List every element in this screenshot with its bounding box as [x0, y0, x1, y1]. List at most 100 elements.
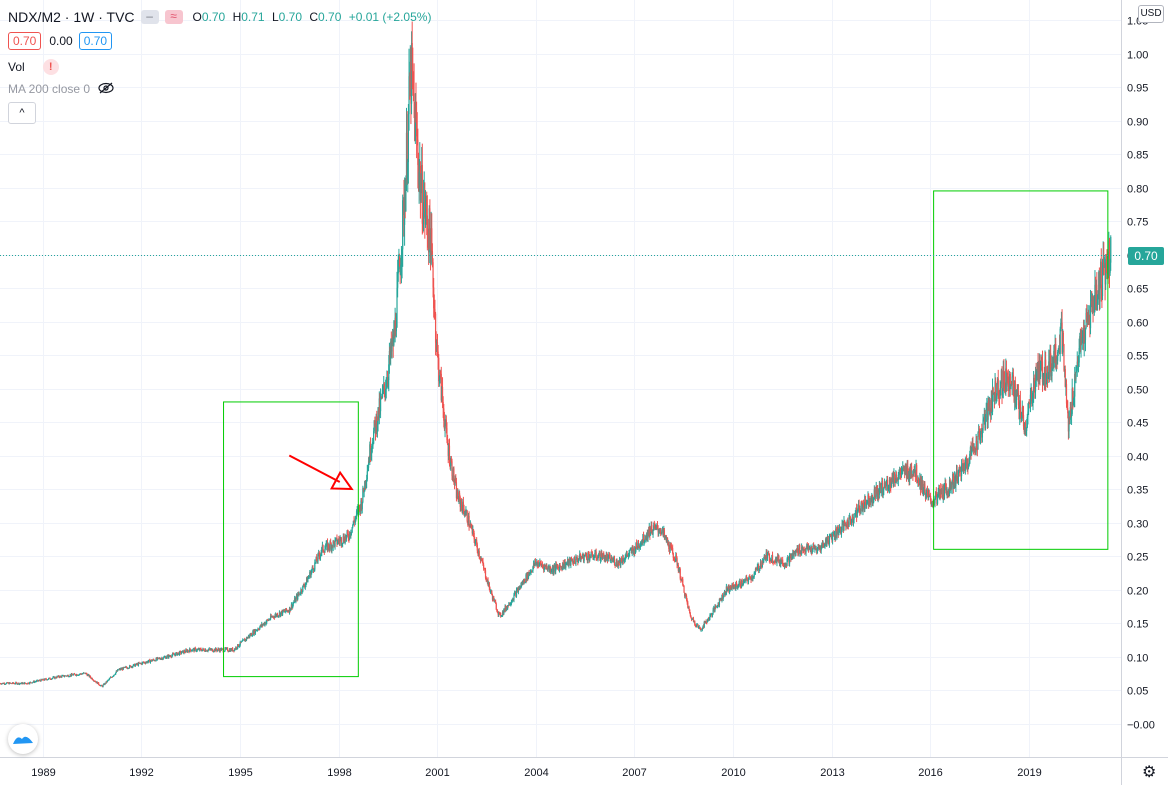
- candle-body: [842, 521, 844, 525]
- candle-body: [565, 563, 567, 568]
- candle-body: [943, 484, 946, 499]
- candle-body: [670, 544, 672, 548]
- candle-body: [625, 555, 627, 557]
- candle-body: [309, 572, 311, 577]
- compare-icon[interactable]: ≈: [164, 10, 183, 24]
- candle-body: [416, 115, 418, 137]
- candle-body: [436, 342, 438, 345]
- candle-body: [241, 641, 243, 642]
- candle-body: [496, 611, 499, 612]
- candle-body: [11, 683, 13, 685]
- candle-body: [730, 588, 733, 590]
- candle-body: [117, 669, 119, 671]
- candle-body: [882, 489, 884, 496]
- candle-body: [163, 656, 165, 659]
- candle-body: [79, 674, 81, 675]
- candle-body: [258, 629, 260, 631]
- candle-body: [683, 585, 685, 593]
- candle-body: [489, 591, 492, 593]
- candle-body: [1019, 400, 1021, 412]
- hidden-eye-icon[interactable]: [98, 82, 114, 97]
- candle-body: [163, 656, 165, 658]
- candle-body: [538, 563, 540, 567]
- candle-body: [993, 393, 995, 394]
- ask-price[interactable]: 0.70: [78, 32, 113, 50]
- candle-body: [867, 494, 869, 501]
- candle-body: [284, 611, 286, 613]
- candle-body: [259, 626, 261, 630]
- candle-body: [1002, 370, 1004, 390]
- candle-body: [21, 682, 23, 685]
- candle-body: [317, 553, 319, 562]
- candle-body: [103, 683, 105, 686]
- candle-body: [690, 615, 692, 618]
- candle-body: [383, 383, 385, 390]
- collapse-legend-button[interactable]: ^: [8, 102, 36, 124]
- candle-body: [987, 400, 989, 420]
- candle-body: [960, 465, 963, 476]
- candle-body: [935, 491, 937, 497]
- currency-badge[interactable]: USD: [1138, 5, 1164, 23]
- candle-body: [128, 667, 130, 669]
- candle-body: [847, 520, 849, 527]
- candle-body: [1030, 389, 1032, 395]
- candle-body: [165, 656, 167, 659]
- candle-body: [908, 473, 910, 480]
- candle-body: [869, 501, 872, 503]
- candle-body: [120, 668, 122, 670]
- warning-icon[interactable]: !: [42, 59, 59, 75]
- candle-body: [854, 513, 856, 515]
- close-label: C: [309, 10, 319, 24]
- candle-body: [384, 389, 386, 395]
- time-axis[interactable]: 1989 1992 1995 1998 2001 2004 2007 2010 2013 2016…: [31, 767, 1041, 779]
- minimize-icon[interactable]: –: [140, 10, 159, 24]
- candle-body: [71, 673, 73, 675]
- candle-body: [276, 614, 279, 617]
- candle-body: [950, 483, 952, 489]
- tradingview-logo-icon[interactable]: [8, 724, 38, 754]
- candle-body: [376, 416, 378, 432]
- gear-icon[interactable]: ⚙: [1142, 764, 1157, 781]
- symbol-title[interactable]: NDX/M2 · 1W · TVC: [8, 9, 135, 25]
- candle-body: [92, 679, 94, 681]
- candle-body: [484, 568, 486, 571]
- candle-body: [969, 453, 971, 464]
- candle-body: [628, 553, 630, 554]
- candle-body: [24, 682, 26, 684]
- candle-body: [354, 518, 356, 523]
- candle-body: [314, 562, 316, 570]
- candle-body: [936, 495, 938, 504]
- candle-body: [266, 619, 269, 621]
- candle-body: [951, 482, 953, 490]
- candle-body: [1023, 426, 1025, 432]
- candle-body: [779, 560, 781, 565]
- candle-body: [460, 502, 463, 507]
- candle-body: [126, 667, 128, 669]
- candle-body: [541, 564, 543, 566]
- candle-body: [649, 527, 651, 536]
- ma-row[interactable]: MA 200 close 0: [8, 78, 431, 100]
- candle-body: [647, 530, 649, 539]
- candle-body: [524, 581, 526, 583]
- candle-body: [857, 508, 859, 511]
- volume-row[interactable]: Vol !: [8, 56, 431, 78]
- candle-body: [615, 564, 617, 566]
- candle-body: [359, 506, 361, 512]
- candle-body: [324, 549, 326, 553]
- candle-body: [847, 526, 849, 527]
- candle-body: [375, 416, 377, 433]
- candle-body: [1097, 294, 1099, 299]
- candle-body: [740, 586, 742, 587]
- candle-body: [328, 547, 330, 549]
- candle-body: [968, 463, 970, 466]
- bid-price[interactable]: 0.70: [8, 32, 42, 50]
- candle-body: [414, 107, 416, 141]
- candle-body: [159, 658, 161, 659]
- candle-body: [620, 558, 623, 562]
- price-axis[interactable]: −0.000.050.100.150.200.250.300.350.400.4…: [1127, 16, 1155, 732]
- candle-body: [649, 532, 652, 536]
- candle-body: [606, 555, 608, 557]
- candle-body: [489, 587, 491, 592]
- candle-body: [419, 166, 421, 173]
